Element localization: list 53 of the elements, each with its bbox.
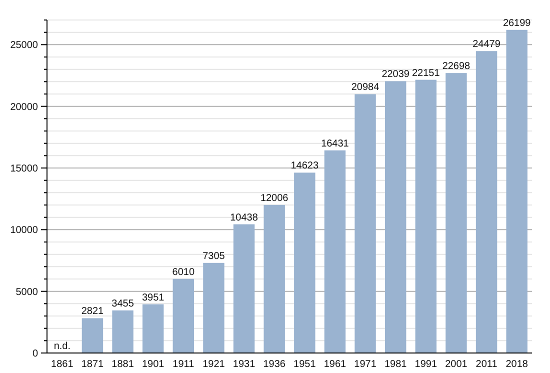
data-label: 22151 [412,68,440,79]
data-label: 12006 [260,192,289,204]
y-tick-label: 20000 [10,102,38,113]
bar [384,81,406,353]
x-tick-label: 1911 [172,359,195,370]
bar [142,304,164,353]
bar [203,262,224,353]
data-label: 6010 [172,266,195,278]
data-label: 24479 [472,39,501,50]
bar [233,224,255,353]
x-tick-label: 1881 [112,359,134,370]
bar [264,204,285,353]
x-tick-label: 1921 [202,359,226,370]
text: n.d. [54,341,70,352]
data-label: 26199 [502,18,532,29]
bar [354,94,376,353]
y-tick-label: 15000 [10,164,38,174]
y-tick-label: 10000 [10,225,38,236]
x-tick-label: 2011 [476,359,498,370]
data-label: 22698 [442,61,471,72]
bar [112,310,134,353]
x-tick-label: 1861 [51,359,74,370]
x-tick-label: 1951 [294,359,316,370]
x-tick-label: 1871 [81,359,104,370]
bar [415,80,437,353]
data-label: 16431 [321,138,350,150]
data-label: 20984 [351,82,380,94]
bar [172,278,194,353]
bar [506,30,528,353]
y-tick-label: 25000 [10,40,38,52]
x-tick-label: 1981 [384,359,408,370]
x-tick-label: 1936 [263,359,286,370]
x-tick-label: 1991 [414,359,438,370]
data-label: 2821 [81,306,104,318]
y-tick-label: 0 [32,348,38,360]
data-label: 3455 [112,298,134,310]
x-tick-label: 1931 [232,359,256,370]
data-label: 10438 [230,212,258,224]
x-tick-label: 1961 [324,359,347,370]
bar [82,318,104,353]
bar [446,73,467,353]
x-tick-label: 2018 [506,359,528,370]
x-tick-label: 2001 [445,359,468,370]
bar [324,150,346,353]
data-label: 22039 [382,69,410,80]
x-tick-label: 1971 [354,359,377,370]
data-label: 3951 [142,292,165,304]
bar [294,172,316,353]
y-tick-label: 5000 [16,286,38,298]
data-label: 7305 [202,250,226,262]
x-tick-label: 1901 [142,359,165,370]
data-label: 14623 [290,160,319,172]
bar [476,51,498,353]
